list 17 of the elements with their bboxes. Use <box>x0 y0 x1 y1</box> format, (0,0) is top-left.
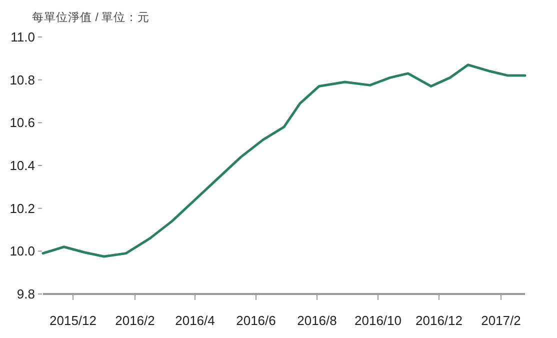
x-tick-label: 2016/4 <box>175 313 215 328</box>
y-tick-label: 10.6 <box>10 115 35 130</box>
x-tick-label: 2017/2 <box>481 313 521 328</box>
y-tick-label: 10.8 <box>10 72 35 88</box>
x-tick-label: 2016/6 <box>236 313 276 328</box>
y-tick-label: 10.4 <box>10 158 35 173</box>
line-series <box>42 64 526 258</box>
x-tick-label: 2016/10 <box>354 313 402 328</box>
x-tick-label: 2016/2 <box>115 313 155 328</box>
x-tick-label: 2016/8 <box>297 313 337 328</box>
y-tick-label: 11.0 <box>10 30 35 44</box>
x-tick-label: 2016/12 <box>416 313 462 328</box>
x-tick-label: 2015/12 <box>50 313 96 328</box>
y-tick-label: 9.8 <box>16 286 35 302</box>
y-tick-label: 10.0 <box>10 244 35 259</box>
y-axis-title: 每單位淨值 / 單位：元 <box>32 11 150 24</box>
y-tick-label: 10.2 <box>10 200 35 216</box>
